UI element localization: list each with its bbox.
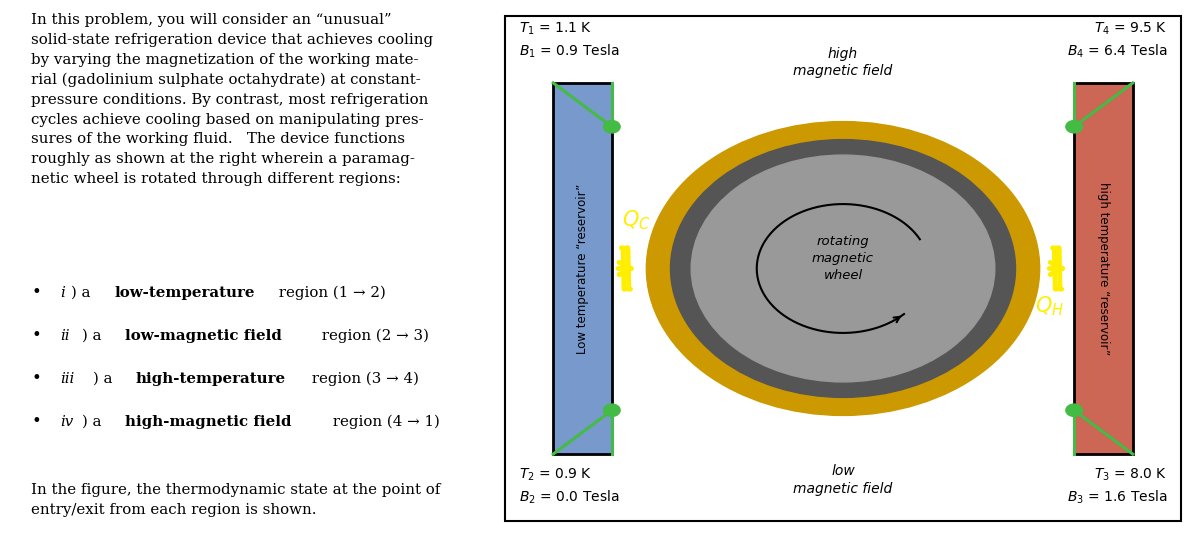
Text: low-magnetic field: low-magnetic field xyxy=(125,329,282,343)
Text: high-temperature: high-temperature xyxy=(136,372,286,386)
Text: iv: iv xyxy=(60,415,74,429)
Text: rotating
magnetic
wheel: rotating magnetic wheel xyxy=(812,235,874,282)
Text: ii: ii xyxy=(60,329,70,343)
Text: Low temperature “reservoir”: Low temperature “reservoir” xyxy=(576,183,589,354)
Circle shape xyxy=(691,155,995,382)
Circle shape xyxy=(1066,404,1082,417)
Text: $Q_C$: $Q_C$ xyxy=(622,209,650,233)
Text: $T_3$ = 8.0 K
$B_3$ = 1.6 Tesla: $T_3$ = 8.0 K $B_3$ = 1.6 Tesla xyxy=(1067,467,1168,506)
Text: •: • xyxy=(31,284,41,301)
Text: $T_1$ = 1.1 K
$B_1$ = 0.9 Tesla: $T_1$ = 1.1 K $B_1$ = 0.9 Tesla xyxy=(518,21,619,60)
Text: $T_2$ = 0.9 K
$B_2$ = 0.0 Tesla: $T_2$ = 0.9 K $B_2$ = 0.0 Tesla xyxy=(518,467,619,506)
Text: ) a: ) a xyxy=(71,286,96,300)
Text: low
magnetic field: low magnetic field xyxy=(793,465,893,496)
Bar xyxy=(1074,83,1133,454)
Text: ) a: ) a xyxy=(82,329,107,343)
Circle shape xyxy=(604,404,620,417)
Text: •: • xyxy=(31,370,41,387)
Text: $T_4$ = 9.5 K
$B_4$ = 6.4 Tesla: $T_4$ = 9.5 K $B_4$ = 6.4 Tesla xyxy=(1067,21,1168,60)
Text: region (3 → 4): region (3 → 4) xyxy=(306,372,419,386)
Text: high temperature “reservoir”: high temperature “reservoir” xyxy=(1097,182,1110,355)
Text: region (1 → 2): region (1 → 2) xyxy=(275,286,386,300)
Text: region (2 → 3): region (2 → 3) xyxy=(317,329,430,343)
Circle shape xyxy=(647,121,1039,416)
Text: ) a: ) a xyxy=(92,372,116,386)
Bar xyxy=(553,83,612,454)
Bar xyxy=(1074,83,1133,454)
Text: $Q_H$: $Q_H$ xyxy=(1036,294,1064,318)
Circle shape xyxy=(1066,120,1082,133)
Circle shape xyxy=(671,140,1015,397)
Bar xyxy=(553,83,612,454)
Text: In the figure, the thermodynamic state at the point of
entry/exit from each regi: In the figure, the thermodynamic state a… xyxy=(31,483,440,517)
Text: ) a: ) a xyxy=(82,415,107,429)
Text: low-temperature: low-temperature xyxy=(114,286,254,300)
Text: i: i xyxy=(60,286,65,300)
Text: iii: iii xyxy=(60,372,74,386)
Text: high
magnetic field: high magnetic field xyxy=(793,47,893,78)
Circle shape xyxy=(604,120,620,133)
Text: •: • xyxy=(31,327,41,344)
Text: In this problem, you will consider an “unusual”
solid-state refrigeration device: In this problem, you will consider an “u… xyxy=(31,13,433,186)
Text: high-magnetic field: high-magnetic field xyxy=(125,415,292,429)
Text: region (4 → 1): region (4 → 1) xyxy=(328,415,439,429)
Text: •: • xyxy=(31,413,41,430)
